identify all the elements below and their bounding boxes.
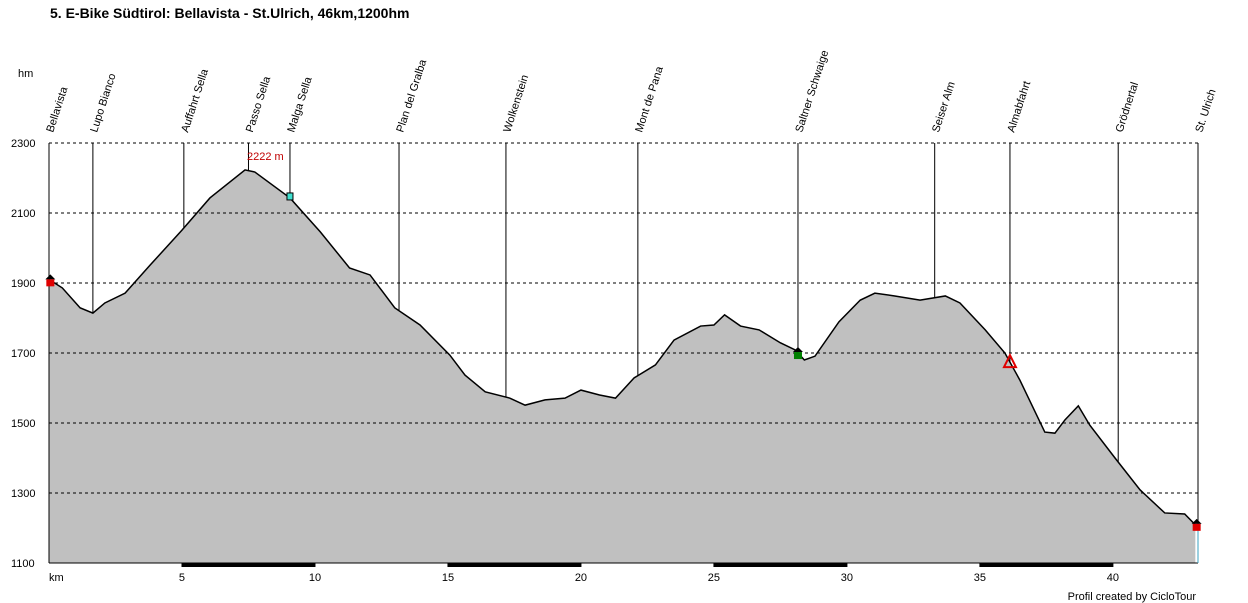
waypoint-label: Plan del Gralba xyxy=(394,57,429,134)
x-axis-label: km xyxy=(49,572,64,584)
waypoint-label: Seiser Alm xyxy=(930,80,958,134)
waypoint-label-group: Saltner Schwaige xyxy=(793,49,831,134)
waypoint-label: Wolkenstein xyxy=(501,73,531,134)
waypoint-label-group: St. Ulrich xyxy=(1193,88,1218,134)
waypoint-label-group: Malga Sella xyxy=(285,75,314,134)
waypoint-label-group: Seiser Alm xyxy=(930,80,958,134)
y-tick-label: 1700 xyxy=(11,348,35,360)
waypoint-label: Bellavista xyxy=(44,85,70,134)
waypoint-label-group: Plan del Gralba xyxy=(394,57,429,134)
icon-roof xyxy=(45,274,56,280)
profile-area xyxy=(49,169,1196,563)
x-tick-label: 40 xyxy=(1107,572,1119,584)
waypoint-label-group: Wolkenstein xyxy=(501,73,531,134)
waypoint-label-group: Grödnertal xyxy=(1114,81,1141,134)
y-tick-label: 2300 xyxy=(11,138,35,150)
y-tick-label: 2100 xyxy=(11,208,35,220)
profile-line xyxy=(48,169,1196,526)
y-tick-label: 1500 xyxy=(11,418,35,430)
x-tick-label: 5 xyxy=(179,572,185,584)
x-tick-label: 30 xyxy=(841,572,853,584)
waypoint-label-group: Passo Sella xyxy=(244,74,274,134)
km-bar xyxy=(447,563,581,567)
y-tick-label: 1900 xyxy=(11,278,35,290)
icon-warning xyxy=(1002,352,1018,369)
waypoint-label-group: Almabfahrt xyxy=(1005,80,1033,134)
icon-roof xyxy=(1191,518,1202,524)
km-bar xyxy=(979,563,1113,567)
waypoint-label: Lupo Bianco xyxy=(88,72,118,134)
icon-house xyxy=(46,279,55,287)
y-tick-label: 1100 xyxy=(11,558,35,570)
waypoint-label-group: Mont de Pana xyxy=(633,64,666,134)
waypoint-label: Passo Sella xyxy=(244,74,274,134)
x-tick-label: 15 xyxy=(442,572,454,584)
waypoint-label: Malga Sella xyxy=(285,75,314,134)
footer: Profil created by CicloTour xyxy=(1068,591,1197,603)
x-tick-label: 20 xyxy=(575,572,587,584)
icon-cup xyxy=(286,192,294,201)
waypoint-label: Mont de Pana xyxy=(633,64,666,134)
x-tick-label: 35 xyxy=(974,572,986,584)
waypoint-label: Grödnertal xyxy=(1114,81,1141,134)
peak-annotation: 2222 m xyxy=(247,151,284,163)
waypoint-label: Almabfahrt xyxy=(1005,80,1033,134)
waypoint-label-group: Bellavista xyxy=(44,85,70,134)
y-axis-label: hm xyxy=(18,68,33,80)
waypoint-label: Saltner Schwaige xyxy=(793,49,831,134)
waypoint-label-group: Lupo Bianco xyxy=(88,72,118,134)
waypoint-label-group: Auffahrt Sella xyxy=(179,67,211,134)
icon-roof xyxy=(792,347,803,353)
km-bar xyxy=(181,563,315,567)
icon-house xyxy=(1192,523,1201,531)
chart-title: 5. E-Bike Südtirol: Bellavista - St.Ulri… xyxy=(50,5,409,21)
y-tick-label: 1300 xyxy=(11,488,35,500)
icon-hut xyxy=(793,352,802,360)
x-tick-label: 25 xyxy=(708,572,720,584)
km-bar xyxy=(713,563,847,567)
waypoint-label: St. Ulrich xyxy=(1193,88,1218,134)
waypoint-label: Auffahrt Sella xyxy=(179,67,211,134)
x-tick-label: 10 xyxy=(309,572,321,584)
